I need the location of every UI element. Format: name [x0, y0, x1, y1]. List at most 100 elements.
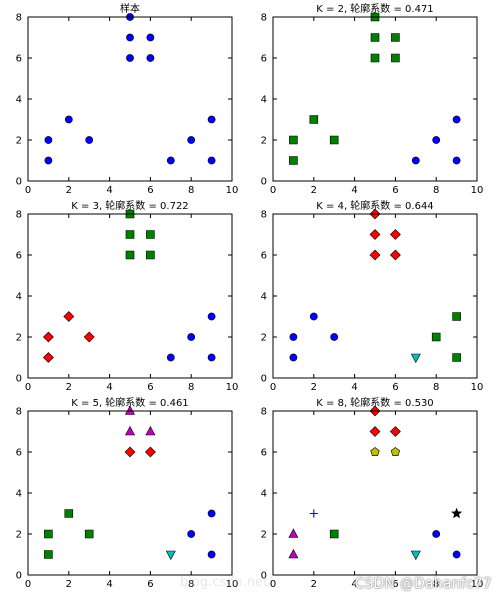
data-point: [369, 229, 381, 240]
axes-frame: [27, 213, 233, 379]
data-point: [207, 509, 216, 518]
x-tick-label: 2: [311, 579, 317, 590]
x-tick-label: 0: [25, 382, 31, 393]
data-point: [125, 250, 135, 260]
data-point: [391, 53, 400, 63]
data-point: [145, 425, 156, 436]
y-tick-label: 8: [16, 210, 22, 221]
y-tick-label: 6: [261, 448, 267, 459]
data-point: [207, 312, 216, 321]
data-point: [288, 548, 299, 559]
data-point: [389, 249, 401, 261]
x-tick-label: 8: [188, 579, 194, 590]
data-point: [369, 249, 381, 261]
data-point: [288, 528, 299, 538]
data-point: [124, 446, 136, 458]
y-tick-label: 8: [16, 13, 22, 24]
x-tick-label: 6: [147, 579, 153, 590]
x-tick-label: 0: [25, 185, 31, 196]
x-tick-label: 6: [392, 579, 398, 590]
data-point: [166, 353, 175, 362]
x-tick-label: 4: [106, 579, 112, 590]
axes-frame: [27, 16, 233, 182]
csdn-watermark: CSDN @Dahanfc77: [354, 576, 492, 592]
subplot-title: K = 5, 轮廓系数 = 0.461: [71, 396, 188, 409]
data-point: [207, 550, 216, 559]
x-tick-label: 4: [351, 382, 357, 393]
x-tick-label: 4: [351, 579, 357, 590]
data-point: [64, 115, 73, 124]
data-point: [146, 54, 155, 62]
x-tick-label: 2: [311, 382, 317, 393]
data-point: [187, 136, 196, 144]
y-tick-label: 6: [261, 54, 267, 65]
y-tick-label: 2: [16, 333, 22, 344]
data-point: [452, 115, 461, 124]
y-tick-label: 8: [16, 407, 22, 418]
y-tick-label: 8: [261, 13, 267, 24]
data-point: [389, 229, 401, 240]
data-point: [44, 529, 53, 539]
data-point: [125, 425, 135, 436]
y-tick-label: 4: [16, 489, 22, 500]
x-tick-label: 8: [433, 185, 439, 196]
data-point: [452, 312, 461, 321]
data-point: [390, 447, 401, 456]
data-point: [126, 54, 134, 62]
x-tick-label: 8: [188, 382, 194, 393]
subplot-title: K = 3, 轮廓系数 = 0.722: [71, 199, 188, 212]
data-point: [83, 331, 95, 343]
x-tick-label: 4: [351, 185, 357, 196]
data-point: [63, 311, 75, 322]
data-point: [146, 250, 155, 260]
x-tick-label: 2: [66, 579, 72, 590]
axes-frame: [272, 16, 478, 182]
data-point: [207, 353, 216, 362]
subplot-3: K = 3, 轮廓系数 = 0.722 0 2 4 6 8 10 0 2 4 6 8: [16, 199, 239, 393]
data-point: [329, 135, 339, 145]
x-tick-label: 2: [66, 185, 72, 196]
data-point: [146, 33, 155, 42]
url-watermark: blog.csdn.net/: [180, 575, 273, 590]
y-tick-label: 6: [16, 54, 22, 65]
data-point: [431, 332, 441, 342]
axes-frame: [272, 213, 478, 379]
data-point: [452, 550, 461, 559]
data-point: [44, 156, 53, 165]
data-point: [330, 333, 339, 341]
data-point: [165, 550, 176, 561]
data-point: [369, 426, 381, 437]
y-tick-label: 6: [16, 448, 22, 459]
data-point: [125, 405, 135, 415]
y-tick-label: 2: [16, 530, 22, 541]
x-tick-label: 2: [311, 185, 317, 196]
x-tick-label: 8: [188, 185, 194, 196]
axes-frame: [272, 410, 478, 576]
y-tick-label: 2: [261, 136, 267, 147]
data-point: [389, 426, 401, 437]
data-point: [289, 156, 298, 165]
data-point: [309, 509, 318, 518]
data-point: [452, 156, 461, 165]
y-tick-label: 2: [16, 136, 22, 147]
data-point: [42, 352, 54, 363]
data-point: [451, 507, 463, 519]
x-tick-label: 0: [270, 579, 276, 590]
x-tick-label: 10: [471, 579, 484, 590]
y-tick-label: 4: [261, 489, 267, 500]
data-point: [309, 115, 319, 124]
data-point: [329, 529, 339, 539]
data-point: [64, 509, 74, 518]
data-point: [207, 115, 216, 124]
x-tick-label: 6: [147, 382, 153, 393]
subplot-5: K = 5, 轮廓系数 = 0.461 0 2 4 6 8 10 0 2 4 6 8: [16, 396, 239, 590]
x-tick-label: 10: [471, 185, 484, 196]
data-point: [42, 331, 54, 343]
data-point: [370, 53, 380, 63]
x-tick-label: 10: [471, 382, 484, 393]
x-tick-label: 4: [106, 382, 112, 393]
y-tick-label: 6: [261, 251, 267, 262]
x-tick-label: 4: [106, 185, 112, 196]
data-point: [432, 530, 441, 538]
